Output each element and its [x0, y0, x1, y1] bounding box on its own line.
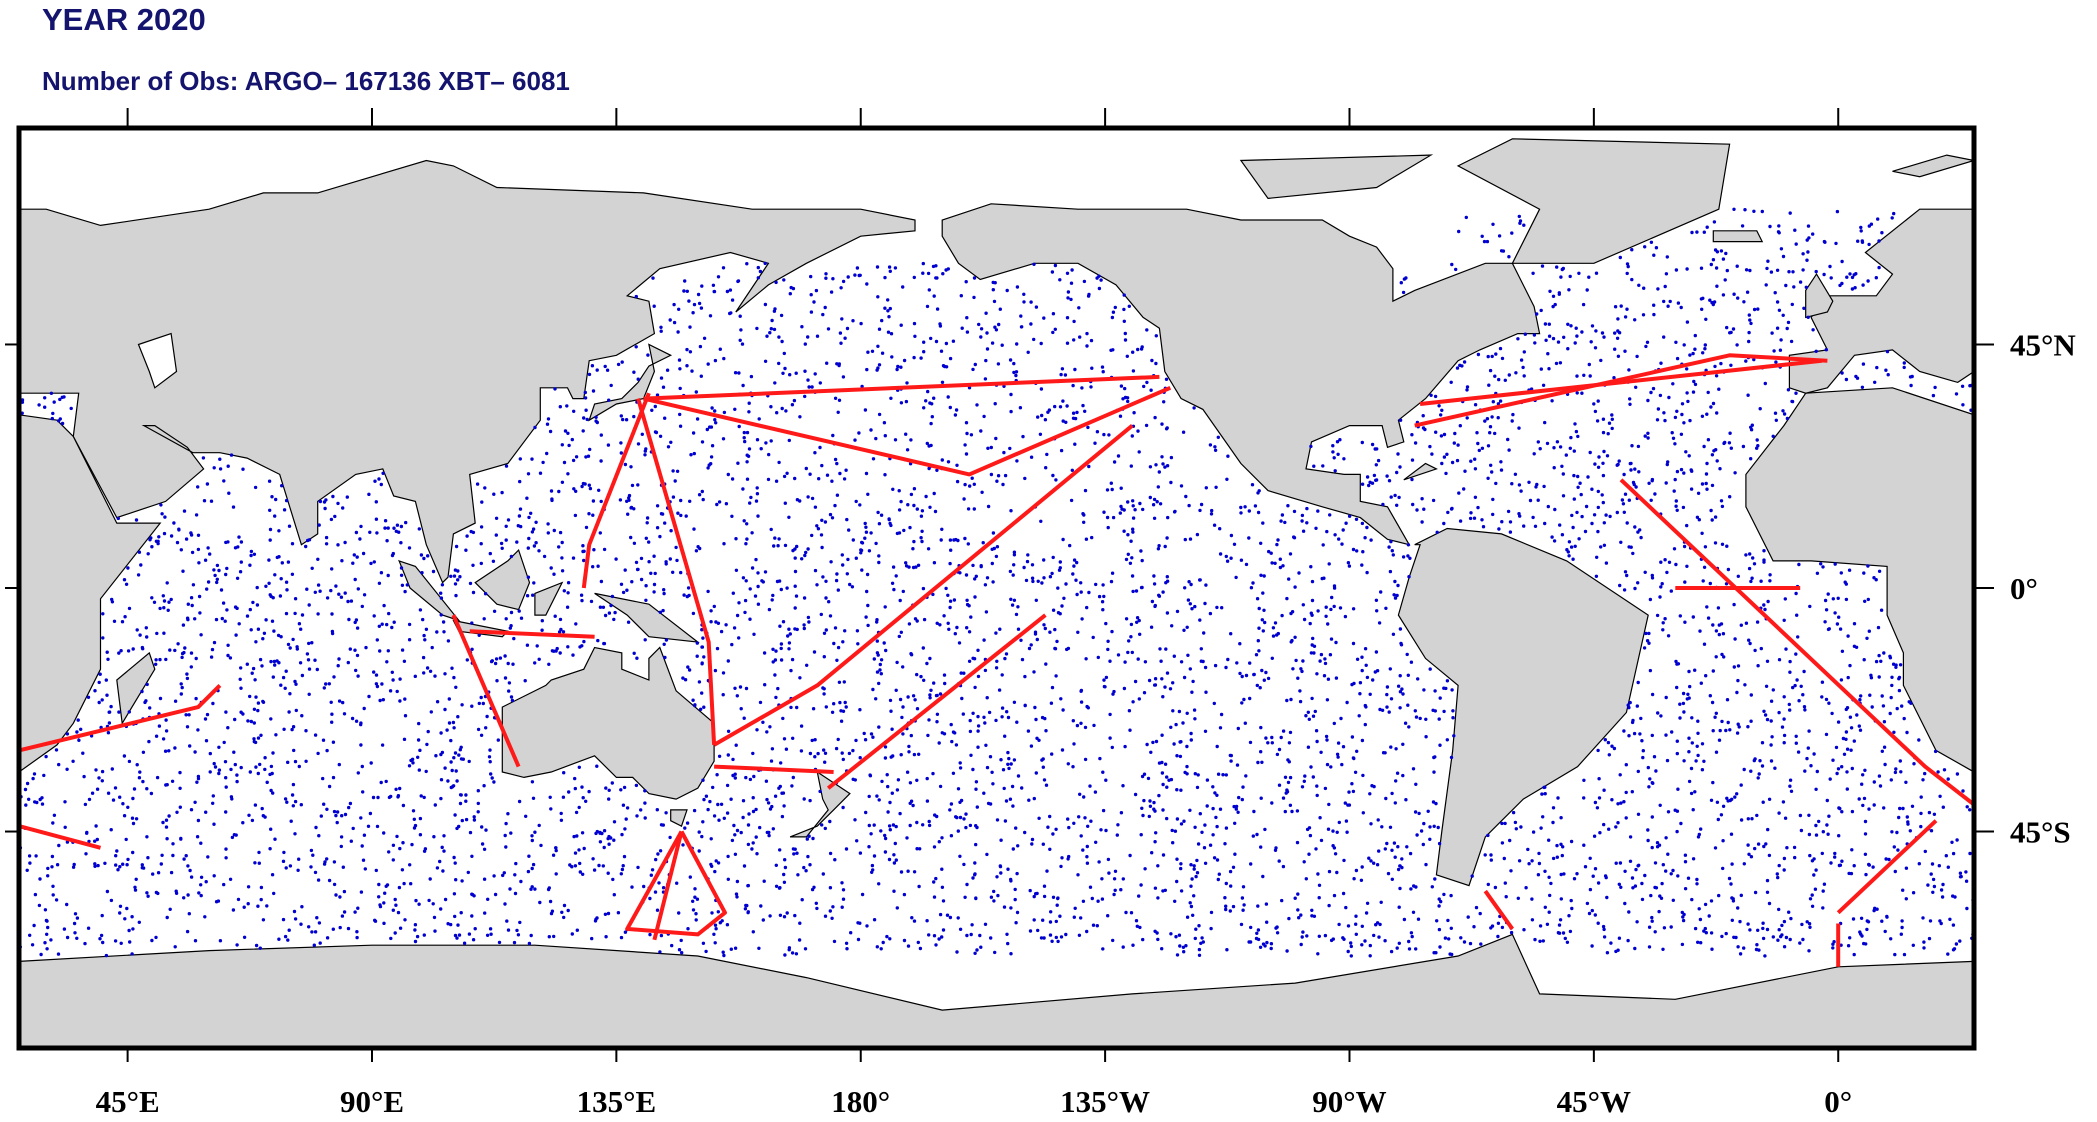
lon-tick-label: 45°W	[1557, 1084, 1631, 1119]
lat-tick-label: 45°S	[2010, 815, 2071, 850]
land-mass	[1713, 231, 1762, 242]
lon-tick-label: 180°	[831, 1084, 890, 1119]
map-subtitle: Number of Obs: ARGO– 167136 XBT– 6081	[42, 66, 570, 96]
lon-tick-label: 135°E	[577, 1084, 657, 1119]
lon-tick-label: 90°W	[1312, 1084, 1386, 1119]
lat-tick-label: 45°N	[2010, 327, 2076, 362]
lon-tick-label: 0°	[1824, 1084, 1852, 1119]
lat-tick-label: 0°	[2010, 571, 2038, 606]
lon-tick-label: 90°E	[340, 1084, 404, 1119]
map-title: YEAR 2020	[42, 2, 206, 37]
lon-tick-label: 45°E	[96, 1084, 160, 1119]
lon-tick-label: 135°W	[1060, 1084, 1150, 1119]
